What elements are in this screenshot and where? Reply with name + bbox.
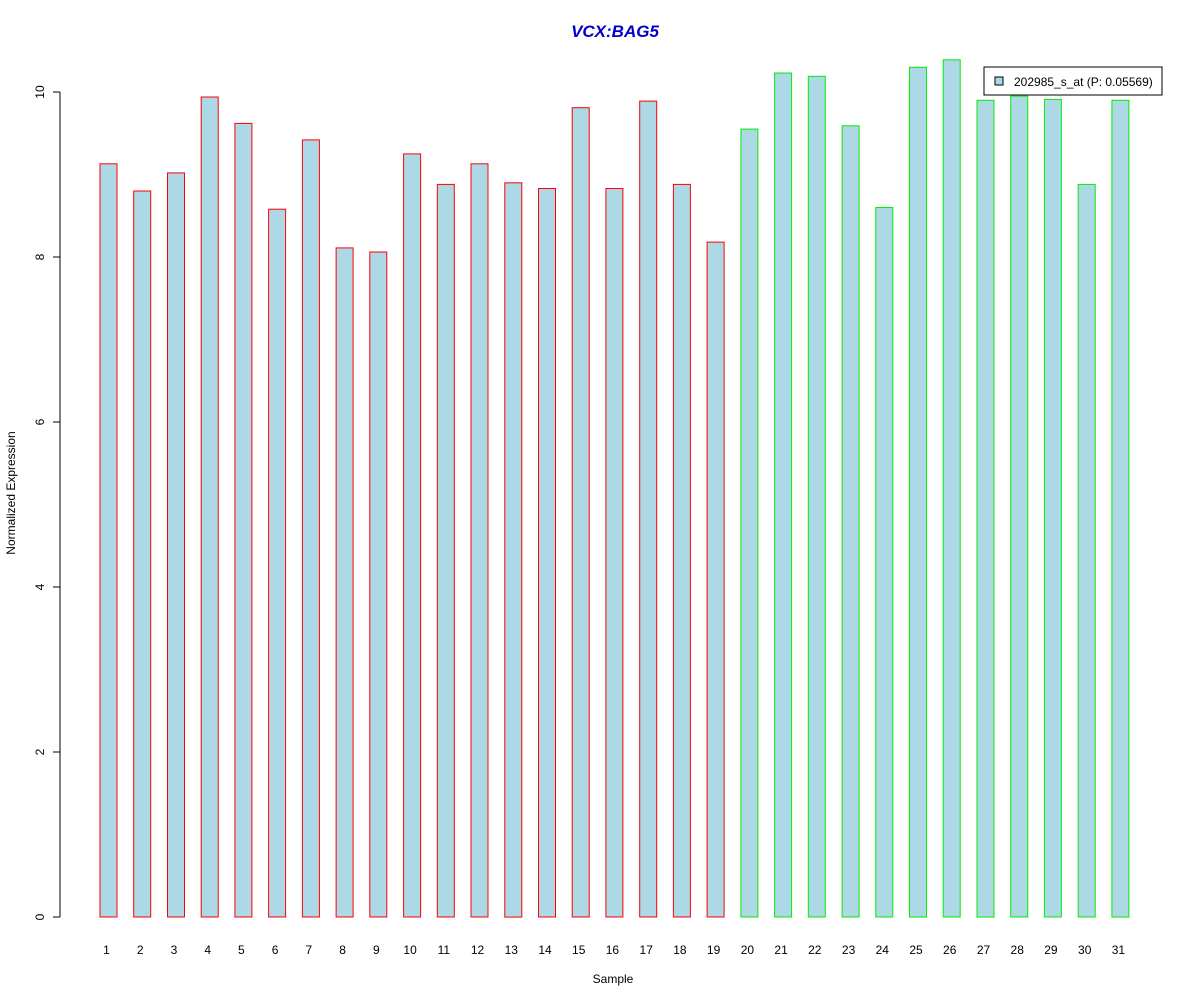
y-axis-tick-label: 10 <box>33 85 47 99</box>
bar-sample-29 <box>1043 98 1062 918</box>
y-axis-tick-label: 2 <box>33 748 47 755</box>
y-axis: 0 2 4 6 8 10 <box>33 85 61 920</box>
x-axis-tick-label: 6 <box>272 943 279 957</box>
bar-sample-20 <box>740 128 759 918</box>
x-axis-tick-label: 9 <box>373 943 380 957</box>
bars-group <box>99 59 1130 918</box>
bar-sample-27 <box>976 99 995 918</box>
x-axis-tick-label: 17 <box>640 943 654 957</box>
legend-box <box>983 66 1163 96</box>
bar-sample-2 <box>133 190 152 918</box>
x-axis-tick-label: 16 <box>606 943 620 957</box>
y-axis-tick-label: 4 <box>33 583 47 590</box>
x-axis-tick-label: 14 <box>538 943 552 957</box>
x-axis-tick-label: 23 <box>842 943 856 957</box>
bar-sample-4 <box>200 96 219 918</box>
bar-sample-3 <box>167 172 185 918</box>
x-axis-tick-label: 3 <box>171 943 178 957</box>
bar-sample-19 <box>706 241 725 918</box>
x-axis-tick-label: 13 <box>505 943 519 957</box>
x-axis-tick-label: 21 <box>774 943 788 957</box>
legend-swatch <box>994 76 1004 86</box>
y-axis-title: Normalized Expression <box>4 431 18 554</box>
bar-sample-23 <box>841 125 860 918</box>
bar-sample-8 <box>335 247 354 918</box>
x-axis-title: Sample <box>593 972 634 986</box>
x-axis-tick-label: 28 <box>1011 943 1025 957</box>
x-axis-tick-label: 5 <box>238 943 245 957</box>
x-axis-tick-label: 11 <box>438 943 451 957</box>
bar-sample-1 <box>99 163 118 918</box>
bar-sample-9 <box>369 251 388 918</box>
bar-sample-16 <box>605 188 624 918</box>
x-axis-tick-label: 8 <box>339 943 346 957</box>
x-axis-tick-label: 19 <box>707 943 721 957</box>
bar-sample-22 <box>807 75 826 918</box>
bar-sample-13 <box>504 182 523 918</box>
x-axis-tick-label: 27 <box>977 943 991 957</box>
x-axis-tick-label: 30 <box>1078 943 1092 957</box>
x-axis-tick-label: 25 <box>909 943 923 957</box>
x-axis-tick-label: 12 <box>471 943 485 957</box>
bar-sample-28 <box>1010 95 1029 918</box>
bar-sample-26 <box>942 59 961 918</box>
x-axis-tick-label: 29 <box>1044 943 1058 957</box>
x-axis-tick-label: 22 <box>808 943 822 957</box>
x-axis-tick-label: 15 <box>572 943 586 957</box>
y-axis-tick-label: 8 <box>33 253 47 260</box>
bar-sample-18 <box>672 183 691 918</box>
x-axis-tick-label: 10 <box>403 943 417 957</box>
x-axis-tick-label: 20 <box>741 943 755 957</box>
bar-sample-31 <box>1111 99 1130 918</box>
legend: 202985_s_at (P: 0.05569) <box>983 66 1163 96</box>
x-axis-tick-label: 7 <box>306 943 313 957</box>
legend-label: 202985_s_at (P: 0.05569) <box>1014 75 1153 89</box>
bar-sample-15 <box>571 107 590 918</box>
x-axis-tick-label: 1 <box>103 943 110 957</box>
bar-sample-17 <box>639 100 658 918</box>
bar-sample-21 <box>774 72 793 918</box>
bar-sample-30 <box>1077 183 1096 918</box>
chart-title: VCX:BAG5 <box>571 22 659 41</box>
x-axis-tick-label: 24 <box>876 943 890 957</box>
bar-sample-12 <box>470 163 489 918</box>
bar-sample-7 <box>301 139 320 918</box>
x-axis-tick-label: 31 <box>1112 943 1126 957</box>
bar-sample-14 <box>538 188 556 918</box>
bar-sample-6 <box>268 208 287 918</box>
y-axis-tick-label: 0 <box>33 913 47 920</box>
x-axis-tick-labels: 1 2 3 4 5 6 7 8 9 10 11 12 13 14 15 16 17 18 19 20 21 22 23 24 2… <box>103 943 1125 957</box>
bar-sample-25 <box>909 66 927 918</box>
bar-sample-10 <box>403 153 422 918</box>
bar-sample-11 <box>436 183 455 918</box>
x-axis-tick-label: 2 <box>137 943 144 957</box>
y-axis-tick-label: 6 <box>33 418 47 425</box>
x-axis-tick-label: 18 <box>673 943 687 957</box>
bar-sample-24 <box>875 207 894 918</box>
x-axis-tick-label: 26 <box>943 943 957 957</box>
bar-sample-5 <box>234 122 253 918</box>
x-axis-tick-label: 4 <box>204 943 211 957</box>
